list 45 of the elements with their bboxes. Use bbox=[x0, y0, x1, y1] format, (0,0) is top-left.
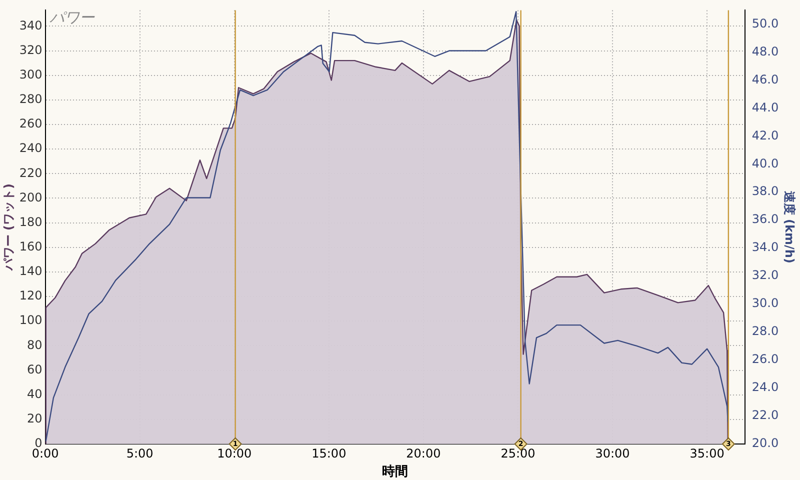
y-axis-title: パワー (ワット) bbox=[1, 184, 16, 272]
y-tick-label: 40 bbox=[27, 386, 42, 401]
y-tick-label: 200 bbox=[19, 190, 42, 204]
y-tick-label: 220 bbox=[19, 166, 42, 180]
y-tick-label: 160 bbox=[19, 240, 42, 254]
y2-tick-label: 30.0 bbox=[752, 296, 779, 310]
y-tick-label: 340 bbox=[19, 18, 42, 32]
y-tick-label: 320 bbox=[19, 42, 42, 57]
x-tick-label: 10:00 bbox=[217, 446, 252, 460]
y-tick-label: 60 bbox=[27, 362, 42, 376]
y-tick-label: 100 bbox=[19, 313, 42, 328]
x-tick-label: 20:00 bbox=[406, 446, 441, 460]
chart-title: パワー bbox=[49, 8, 96, 27]
y2-tick-label: 28.0 bbox=[752, 324, 779, 338]
y-tick-label: 80 bbox=[27, 338, 42, 352]
y2-tick-label: 34.0 bbox=[752, 240, 779, 254]
y2-tick-label: 50.0 bbox=[752, 16, 779, 30]
y2-tick-label: 48.0 bbox=[752, 44, 779, 58]
y2-tick-label: 38.0 bbox=[752, 184, 779, 198]
x-tick-label: 25:00 bbox=[500, 446, 536, 460]
y-tick-label: 240 bbox=[19, 141, 42, 156]
x-axis-title: 時間 bbox=[382, 464, 408, 480]
y2-axis-title: 速度 (km/h) bbox=[782, 190, 797, 264]
y2-tick-label: 40.0 bbox=[752, 156, 779, 170]
y2-tick-label: 20.0 bbox=[752, 436, 779, 450]
y2-tick-label: 32.0 bbox=[752, 268, 779, 282]
y-tick-label: 180 bbox=[19, 214, 42, 229]
x-tick-label: 0:00 bbox=[32, 446, 59, 460]
y-tick-label: 20 bbox=[27, 412, 42, 426]
y2-tick-label: 44.0 bbox=[752, 100, 779, 114]
y-tick-label: 280 bbox=[19, 92, 42, 106]
x-tick-label: 35:00 bbox=[690, 446, 724, 460]
y-tick-label: 140 bbox=[19, 264, 42, 278]
y2-tick-label: 24.0 bbox=[752, 380, 779, 394]
y2-tick-label: 26.0 bbox=[752, 352, 779, 366]
y2-tick-label: 42.0 bbox=[752, 128, 779, 142]
x-tick-label: 5:00 bbox=[126, 446, 154, 460]
y-tick-label: 260 bbox=[19, 116, 42, 131]
y-tick-label: 120 bbox=[19, 288, 42, 303]
y2-tick-label: 22.0 bbox=[752, 408, 779, 422]
y2-tick-label: 46.0 bbox=[752, 72, 779, 86]
x-tick-label: 15:00 bbox=[312, 446, 346, 460]
x-tick-label: 30:00 bbox=[595, 446, 630, 460]
y2-tick-label: 36.0 bbox=[752, 212, 779, 226]
y-tick-label: 300 bbox=[19, 67, 42, 82]
